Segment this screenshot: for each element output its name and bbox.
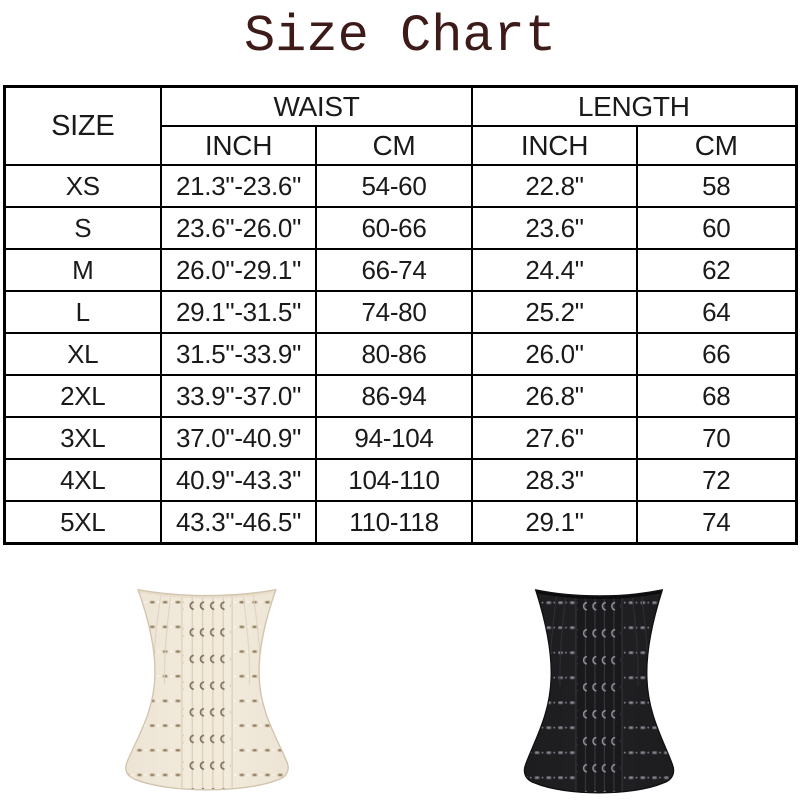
table-row-2xl: 2XL 33.9"-37.0" 86-94 26.8" 68 — [3, 374, 797, 418]
col-group-waist: WAIST — [160, 85, 473, 127]
beige-corset-image — [125, 588, 289, 791]
size-cell: XS — [3, 164, 162, 208]
waist-cm-cell: 80-86 — [315, 332, 473, 376]
page-title: Size Chart — [243, 7, 557, 66]
table-row-5xl: 5XL 43.3"-46.5" 110-118 29.1" 74 — [3, 500, 797, 545]
size-cell: XL — [3, 332, 162, 376]
size-cell: 3XL — [3, 416, 162, 460]
length-inch-cell: 27.6" — [471, 416, 638, 460]
size-cell: S — [3, 206, 162, 250]
waist-cm-cell: 110-118 — [315, 500, 473, 545]
length-inch-cell: 29.1" — [471, 500, 638, 545]
waist-cm-cell: 60-66 — [315, 206, 473, 250]
waist-inch-cell: 29.1"-31.5" — [160, 290, 317, 334]
col-group-length: LENGTH — [471, 85, 797, 127]
black-corset-texture — [524, 590, 674, 793]
col-header-waist-cm: CM — [315, 125, 473, 166]
length-cm-cell: 64 — [636, 290, 797, 334]
length-inch-cell: 22.8" — [471, 164, 638, 208]
length-inch-cell: 24.4" — [471, 248, 638, 292]
col-header-waist-inch: INCH — [160, 125, 317, 166]
length-cm-cell: 58 — [636, 164, 797, 208]
table-row-s: S 23.6"-26.0" 60-66 23.6" 60 — [3, 206, 797, 250]
waist-inch-cell: 37.0"-40.9" — [160, 416, 317, 460]
size-cell: 2XL — [3, 374, 162, 418]
size-cell: 5XL — [3, 500, 162, 545]
length-cm-cell: 68 — [636, 374, 797, 418]
table-row-l: L 29.1"-31.5" 74-80 25.2" 64 — [3, 290, 797, 334]
size-cell: L — [3, 290, 162, 334]
table-row-xs: XS 21.3"-23.6" 54-60 22.8" 58 — [3, 164, 797, 208]
length-inch-cell: 25.2" — [471, 290, 638, 334]
length-cm-cell: 70 — [636, 416, 797, 460]
table-row-xl: XL 31.5"-33.9" 80-86 26.0" 66 — [3, 332, 797, 376]
length-inch-cell: 28.3" — [471, 458, 638, 502]
waist-inch-cell: 40.9"-43.3" — [160, 458, 317, 502]
waist-inch-cell: 33.9"-37.0" — [160, 374, 317, 418]
waist-cm-cell: 54-60 — [315, 164, 473, 208]
black-corset-image — [523, 589, 675, 794]
size-cell: M — [3, 248, 162, 292]
col-header-length-inch: INCH — [471, 125, 638, 166]
length-cm-cell: 74 — [636, 500, 797, 545]
length-inch-cell: 26.8" — [471, 374, 638, 418]
waist-inch-cell: 31.5"-33.9" — [160, 332, 317, 376]
product-images-row — [0, 566, 800, 798]
table-row-3xl: 3XL 37.0"-40.9" 94-104 27.6" 70 — [3, 416, 797, 460]
waist-inch-cell: 26.0"-29.1" — [160, 248, 317, 292]
waist-inch-cell: 21.3"-23.6" — [160, 164, 317, 208]
col-header-length-cm: CM — [636, 125, 797, 166]
length-cm-cell: 72 — [636, 458, 797, 502]
waist-cm-cell: 66-74 — [315, 248, 473, 292]
header-row-units: INCH CM INCH CM — [4, 125, 797, 166]
header-row-groups: SIZE WAIST LENGTH — [3, 85, 797, 166]
table-row-4xl: 4XL 40.9"-43.3" 104-110 28.3" 72 — [3, 458, 797, 502]
length-cm-cell: 66 — [636, 332, 797, 376]
table-row-m: M 26.0"-29.1" 66-74 24.4" 62 — [3, 248, 797, 292]
waist-inch-cell: 23.6"-26.0" — [160, 206, 317, 250]
waist-cm-cell: 86-94 — [315, 374, 473, 418]
length-inch-cell: 23.6" — [471, 206, 638, 250]
size-cell: 4XL — [3, 458, 162, 502]
length-inch-cell: 26.0" — [471, 332, 638, 376]
waist-inch-cell: 43.3"-46.5" — [160, 500, 317, 545]
waist-cm-cell: 104-110 — [315, 458, 473, 502]
waist-cm-cell: 94-104 — [315, 416, 473, 460]
length-cm-cell: 62 — [636, 248, 797, 292]
col-header-size: SIZE — [3, 85, 162, 166]
length-cm-cell: 60 — [636, 206, 797, 250]
size-chart-table: SIZE WAIST LENGTH INCH CM INCH CM XS 21.… — [2, 85, 798, 545]
waist-cm-cell: 74-80 — [315, 290, 473, 334]
beige-corset-texture — [125, 589, 289, 790]
